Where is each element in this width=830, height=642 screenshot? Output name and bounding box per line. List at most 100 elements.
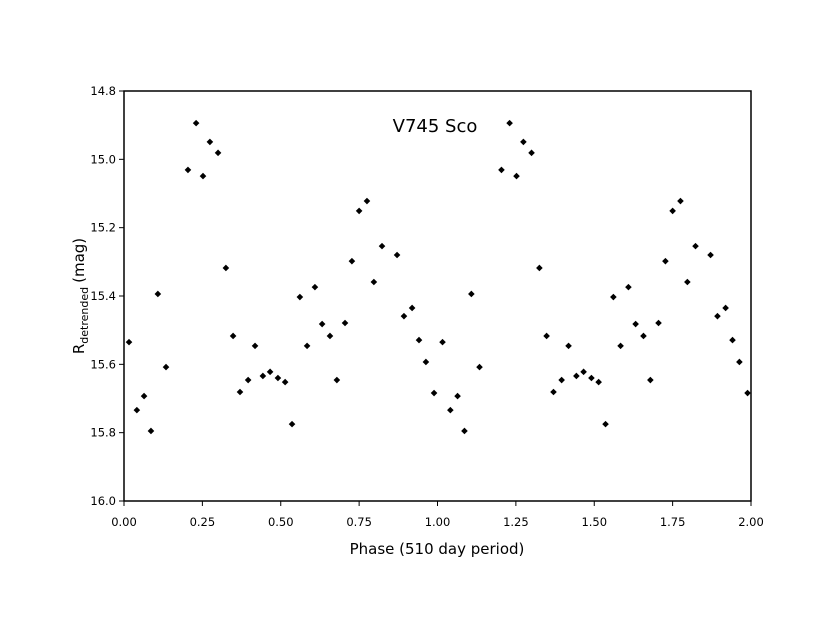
data-point [184,166,192,174]
x-tick-label: 0.25 [190,515,216,529]
data-point [439,338,446,346]
y-tick-label: 16.0 [90,494,116,508]
data-point [461,427,468,435]
data-point [348,257,356,265]
data-point [192,119,200,127]
data-point [707,251,714,259]
data-point [447,406,454,414]
data-point [430,389,438,397]
data-point [669,207,676,215]
data-point [125,338,133,346]
data-point [655,319,662,327]
data-point [162,363,170,371]
data-point [251,342,259,350]
data-point [543,332,550,340]
data-point [281,378,289,386]
data-point [513,172,520,180]
y-tick-label: 15.4 [90,289,116,303]
data-point [588,374,595,382]
data-point [214,149,222,157]
x-tick-label: 1.00 [425,515,451,529]
data-point [229,332,237,340]
data-point [595,378,602,386]
data-point [147,427,155,435]
y-tick-label: 14.8 [90,84,116,98]
data-point [408,304,416,312]
data-point [370,278,378,286]
y-tick-label: 15.6 [90,357,116,371]
data-point [677,197,684,205]
data-point [506,119,513,127]
x-tick-label: 0.50 [268,515,294,529]
data-point [520,138,527,146]
data-point [722,304,729,312]
chart-title: V745 Sco [393,116,478,137]
data-point [318,320,326,328]
data-point [550,388,557,396]
data-point [454,392,461,400]
data-point [625,283,632,291]
data-point [206,138,214,146]
data-point [140,392,148,400]
data-point [565,342,572,350]
y-label-unit: (mag) [70,238,88,283]
data-point [536,264,543,272]
data-point [580,368,587,376]
data-point [610,293,617,301]
data-point [744,389,751,397]
data-point [602,420,609,428]
data-point [303,342,311,350]
data-point [640,332,647,340]
y-tick-label: 15.0 [90,152,116,166]
data-point [363,197,371,205]
data-point [468,290,475,298]
x-tick-label: 1.50 [581,515,607,529]
data-point [736,358,743,366]
data-point [274,374,282,382]
data-point [662,257,669,265]
data-point [729,336,736,344]
x-tick-label: 1.75 [660,515,686,529]
data-point [528,149,535,157]
data-point [326,332,334,340]
data-point [692,242,699,250]
y-tick-label: 15.2 [90,221,116,235]
data-point [378,242,386,250]
data-point [296,293,304,301]
data-point [311,283,319,291]
x-tick-label: 1.25 [503,515,529,529]
data-point [154,290,162,298]
data-point [355,207,363,215]
y-label-sub: detrended [78,287,91,344]
data-point [199,172,207,180]
y-label-main: R [70,344,88,354]
data-point [714,312,721,320]
data-point [558,376,565,384]
data-point [288,420,296,428]
x-tick-label: 0.75 [346,515,372,529]
data-point [632,320,639,328]
data-point [617,342,624,350]
data-point [400,312,408,320]
data-point [244,376,252,384]
data-point [684,278,691,286]
data-point [393,251,401,259]
y-tick-label: 15.8 [90,426,116,440]
data-point [222,264,230,272]
data-point [476,363,483,371]
data-point [498,166,505,174]
data-point [422,358,430,366]
data-point [341,319,349,327]
data-point [333,376,341,384]
y-axis-label: Rdetrended (mag) [70,238,91,354]
data-point [259,372,267,380]
x-axis-label: Phase (510 day period) [350,540,525,558]
data-point [573,372,580,380]
data-point [236,388,244,396]
data-point [133,406,141,414]
data-point [647,376,654,384]
data-point [266,368,274,376]
data-point [415,336,423,344]
